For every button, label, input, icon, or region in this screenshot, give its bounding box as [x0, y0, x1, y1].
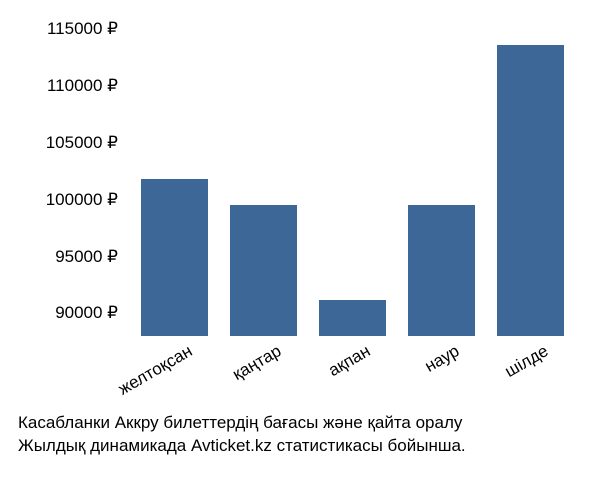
caption-line: Жылдық динамикада Avticket.kz статистика…	[18, 435, 466, 458]
price-bar-chart: 90000 ₽ 95000 ₽ 100000 ₽ 105000 ₽ 110000 ₽ 11…	[0, 0, 600, 500]
chart-caption: Касабланки Аккру билеттердің бағасы және…	[18, 412, 466, 458]
y-tick-label: 105000 ₽	[46, 133, 130, 153]
x-tick-label: наур	[356, 336, 463, 413]
x-tick-label: ақпан	[267, 336, 374, 413]
bar	[408, 205, 475, 336]
y-tick-label: 115000 ₽	[47, 19, 130, 39]
caption-line: Касабланки Аккру билеттердің бағасы және…	[18, 412, 466, 435]
bar	[141, 179, 208, 336]
y-tick-label: 90000 ₽	[55, 303, 130, 323]
x-tick-label: шілде	[445, 336, 552, 413]
x-tick-label: желтоқсан	[89, 336, 196, 413]
y-tick-label: 110000 ₽	[47, 76, 130, 96]
bar	[497, 45, 564, 336]
x-tick-label: қаңтар	[178, 336, 285, 413]
y-tick-label: 95000 ₽	[55, 247, 130, 267]
y-tick-label: 100000 ₽	[46, 190, 130, 210]
plot-area: 90000 ₽95000 ₽100000 ₽105000 ₽110000 ₽11…	[130, 18, 575, 336]
bar	[230, 205, 297, 336]
bar	[319, 300, 386, 336]
